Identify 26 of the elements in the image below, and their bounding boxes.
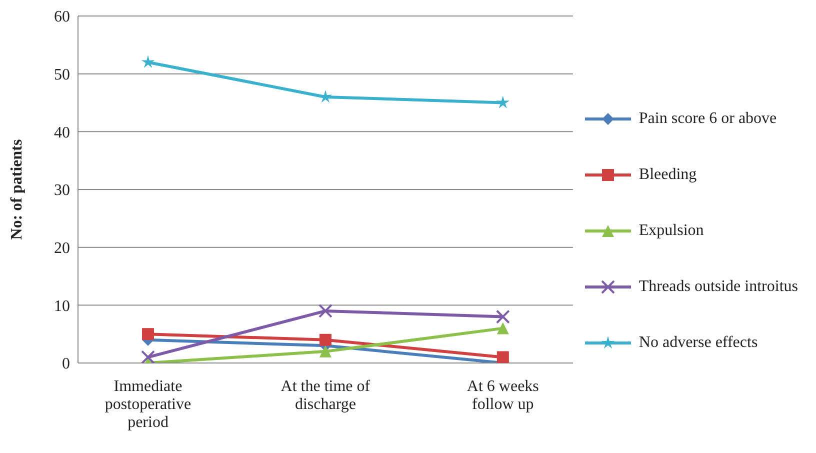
point [141,55,155,68]
y-tick-label: 40 [54,124,70,142]
x-tick-label: At 6 weeks follow up [466,378,539,413]
y-tick-label: 20 [54,240,70,258]
point [496,322,509,334]
legend-label: Bleeding [638,166,697,184]
y-tick-label: 50 [54,66,70,84]
legend-label: Expulsion [638,222,704,240]
y-tick-label: 10 [54,298,70,315]
point [319,334,332,346]
point [496,351,509,363]
x-tick-label: At the time of discharge [280,378,371,413]
legend-label: No adverse effects [638,334,758,352]
point [319,345,332,358]
point [141,350,155,363]
point [496,310,510,324]
point [496,96,510,108]
y-tick-label: 30 [54,182,70,200]
point [318,304,332,318]
point [142,328,154,340]
y-tick-label: 0 [62,356,70,373]
y-tick-label: 60 [54,8,70,26]
x-tick-label: Immediate postoperative period [104,378,192,431]
legend-label: Threads outside introitus [638,278,798,296]
y-axis-title: No: of patients [8,139,26,240]
legend-label: Pain score 6 or above [638,110,777,128]
